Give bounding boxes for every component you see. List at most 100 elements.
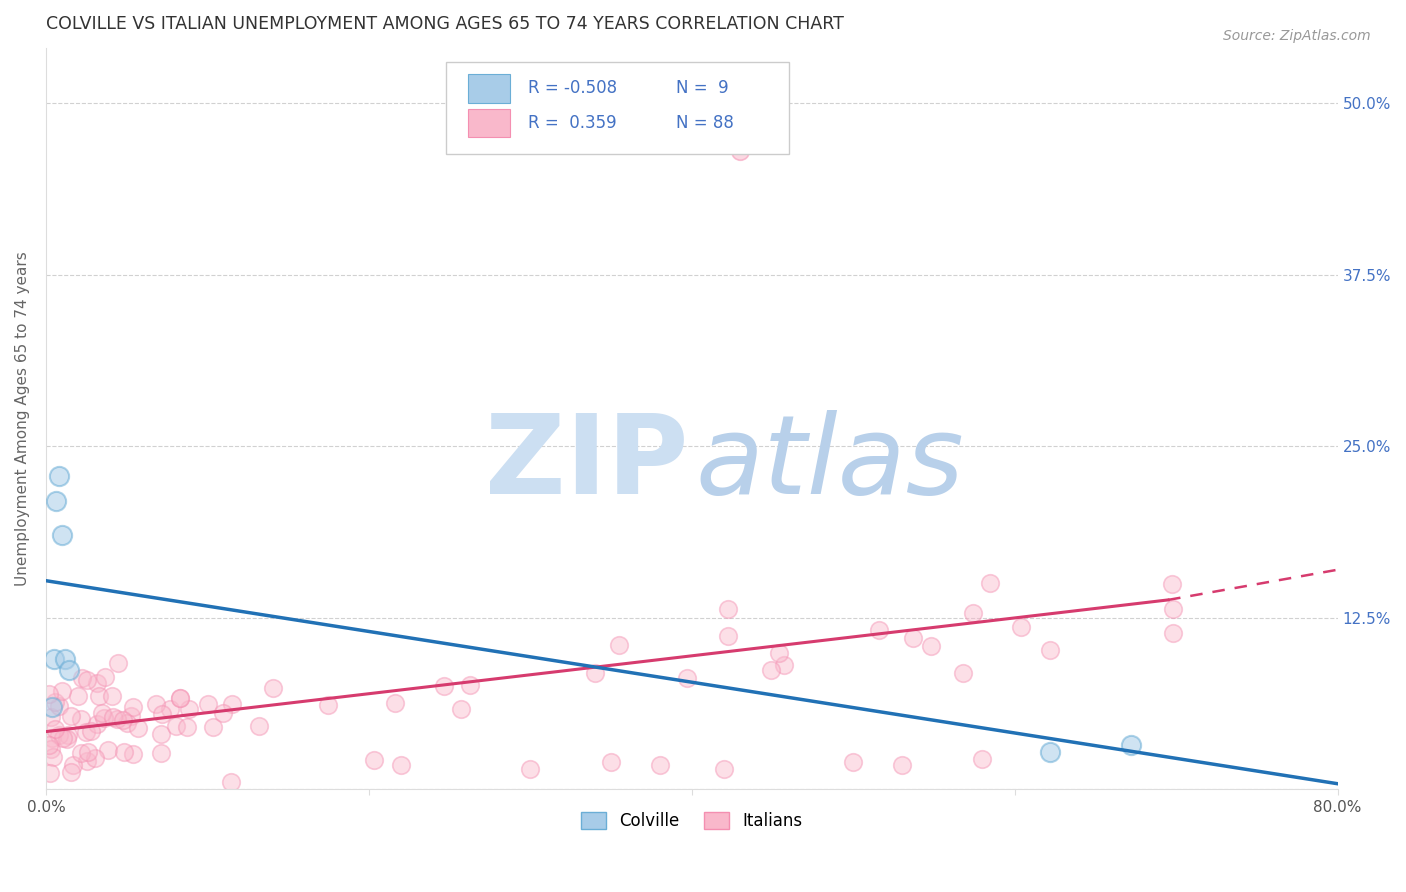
Point — [713, 762, 735, 776]
Point — [159, 701, 181, 715]
Point — [262, 681, 284, 695]
Point — [72, 672, 94, 686]
Text: N = 88: N = 88 — [676, 114, 734, 132]
Point — [979, 575, 1001, 590]
Point — [221, 775, 243, 789]
Point — [80, 723, 103, 738]
Point — [41, 731, 63, 746]
Point — [868, 623, 890, 637]
Point — [759, 663, 782, 677]
Point — [38, 766, 60, 780]
Point — [384, 696, 406, 710]
Point — [1039, 642, 1062, 657]
Point — [44, 695, 66, 709]
Point — [648, 757, 671, 772]
Point — [38, 738, 60, 752]
Point — [460, 678, 482, 692]
Point — [111, 713, 134, 727]
Text: atlas: atlas — [696, 409, 965, 516]
Point — [842, 755, 865, 769]
Point — [165, 719, 187, 733]
Point — [52, 731, 75, 746]
Point — [450, 702, 472, 716]
Point — [607, 638, 630, 652]
Text: COLVILLE VS ITALIAN UNEMPLOYMENT AMONG AGES 65 TO 74 YEARS CORRELATION CHART: COLVILLE VS ITALIAN UNEMPLOYMENT AMONG A… — [46, 15, 844, 33]
Point — [389, 757, 412, 772]
Y-axis label: Unemployment Among Ages 65 to 74 years: Unemployment Among Ages 65 to 74 years — [15, 252, 30, 586]
Point — [150, 706, 173, 721]
Point — [48, 469, 70, 483]
Point — [90, 706, 112, 720]
Point — [48, 698, 70, 713]
Point — [58, 663, 80, 677]
Text: R = -0.508: R = -0.508 — [527, 79, 617, 97]
Point — [115, 716, 138, 731]
Point — [93, 711, 115, 725]
Point — [44, 723, 66, 737]
Point — [70, 746, 93, 760]
Point — [177, 702, 200, 716]
Point — [316, 698, 339, 712]
Point — [69, 712, 91, 726]
Point — [1160, 577, 1182, 591]
Point — [773, 658, 796, 673]
Point — [122, 699, 145, 714]
Point — [197, 697, 219, 711]
Point — [87, 689, 110, 703]
Point — [53, 652, 76, 666]
Point — [890, 757, 912, 772]
Point — [83, 750, 105, 764]
Point — [768, 647, 790, 661]
Point — [1039, 745, 1062, 759]
Point — [62, 758, 84, 772]
Point — [717, 602, 740, 616]
Point — [41, 742, 63, 756]
Point — [42, 652, 65, 666]
Point — [901, 631, 924, 645]
Text: R =  0.359: R = 0.359 — [527, 114, 616, 132]
Point — [433, 680, 456, 694]
Text: Source: ZipAtlas.com: Source: ZipAtlas.com — [1223, 29, 1371, 44]
FancyBboxPatch shape — [446, 62, 789, 154]
Point — [1161, 602, 1184, 616]
Point — [519, 762, 541, 776]
Point — [60, 764, 83, 779]
Point — [1119, 739, 1142, 753]
Point — [716, 629, 738, 643]
Point — [169, 690, 191, 705]
Point — [169, 691, 191, 706]
Point — [58, 728, 80, 742]
Text: N =  9: N = 9 — [676, 79, 728, 97]
Point — [51, 684, 73, 698]
Point — [676, 671, 699, 685]
Point — [920, 640, 942, 654]
Point — [145, 697, 167, 711]
Point — [101, 689, 124, 703]
Point — [94, 670, 117, 684]
Point — [41, 700, 63, 714]
Point — [363, 753, 385, 767]
Legend: Colville, Italians: Colville, Italians — [574, 805, 810, 837]
Point — [55, 731, 77, 746]
Point — [41, 749, 63, 764]
Point — [176, 720, 198, 734]
Point — [150, 747, 173, 761]
Point — [201, 720, 224, 734]
Point — [728, 145, 751, 159]
Point — [77, 745, 100, 759]
Point — [96, 743, 118, 757]
FancyBboxPatch shape — [468, 109, 510, 137]
Point — [952, 666, 974, 681]
Point — [76, 754, 98, 768]
Point — [112, 745, 135, 759]
Point — [212, 706, 235, 721]
Point — [221, 697, 243, 711]
Text: ZIP: ZIP — [485, 409, 688, 516]
Point — [48, 728, 70, 742]
Point — [105, 712, 128, 726]
Point — [51, 528, 73, 542]
Point — [86, 716, 108, 731]
Point — [249, 719, 271, 733]
Point — [101, 709, 124, 723]
Point — [39, 709, 62, 723]
